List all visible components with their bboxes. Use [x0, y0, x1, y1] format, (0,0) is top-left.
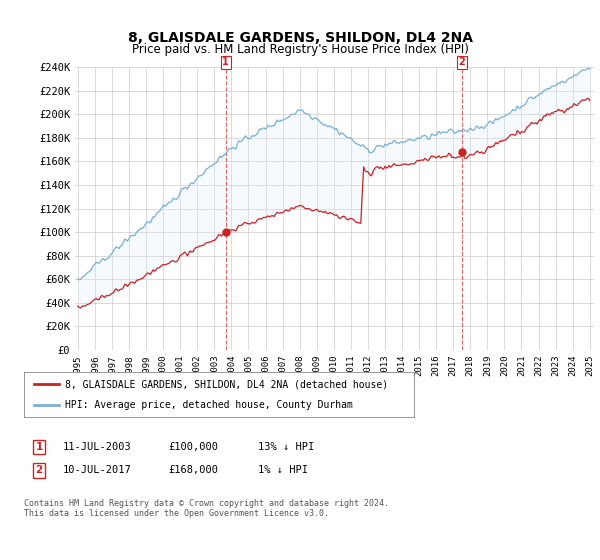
- Text: HPI: Average price, detached house, County Durham: HPI: Average price, detached house, Coun…: [65, 400, 353, 410]
- Text: 11-JUL-2003: 11-JUL-2003: [63, 442, 132, 452]
- Text: £168,000: £168,000: [168, 465, 218, 475]
- Text: 13% ↓ HPI: 13% ↓ HPI: [258, 442, 314, 452]
- Text: Contains HM Land Registry data © Crown copyright and database right 2024.
This d: Contains HM Land Registry data © Crown c…: [24, 499, 389, 518]
- Text: 8, GLAISDALE GARDENS, SHILDON, DL4 2NA (detached house): 8, GLAISDALE GARDENS, SHILDON, DL4 2NA (…: [65, 380, 388, 390]
- Text: 10-JUL-2017: 10-JUL-2017: [63, 465, 132, 475]
- Text: 8, GLAISDALE GARDENS, SHILDON, DL4 2NA: 8, GLAISDALE GARDENS, SHILDON, DL4 2NA: [128, 30, 473, 45]
- Text: £100,000: £100,000: [168, 442, 218, 452]
- Text: 1: 1: [223, 57, 229, 67]
- Text: 1% ↓ HPI: 1% ↓ HPI: [258, 465, 308, 475]
- Text: Price paid vs. HM Land Registry's House Price Index (HPI): Price paid vs. HM Land Registry's House …: [131, 43, 469, 56]
- Text: 2: 2: [458, 57, 465, 67]
- Text: 1: 1: [35, 442, 43, 452]
- Point: [221, 228, 230, 237]
- Text: 2: 2: [35, 465, 43, 475]
- Point: [457, 147, 467, 156]
